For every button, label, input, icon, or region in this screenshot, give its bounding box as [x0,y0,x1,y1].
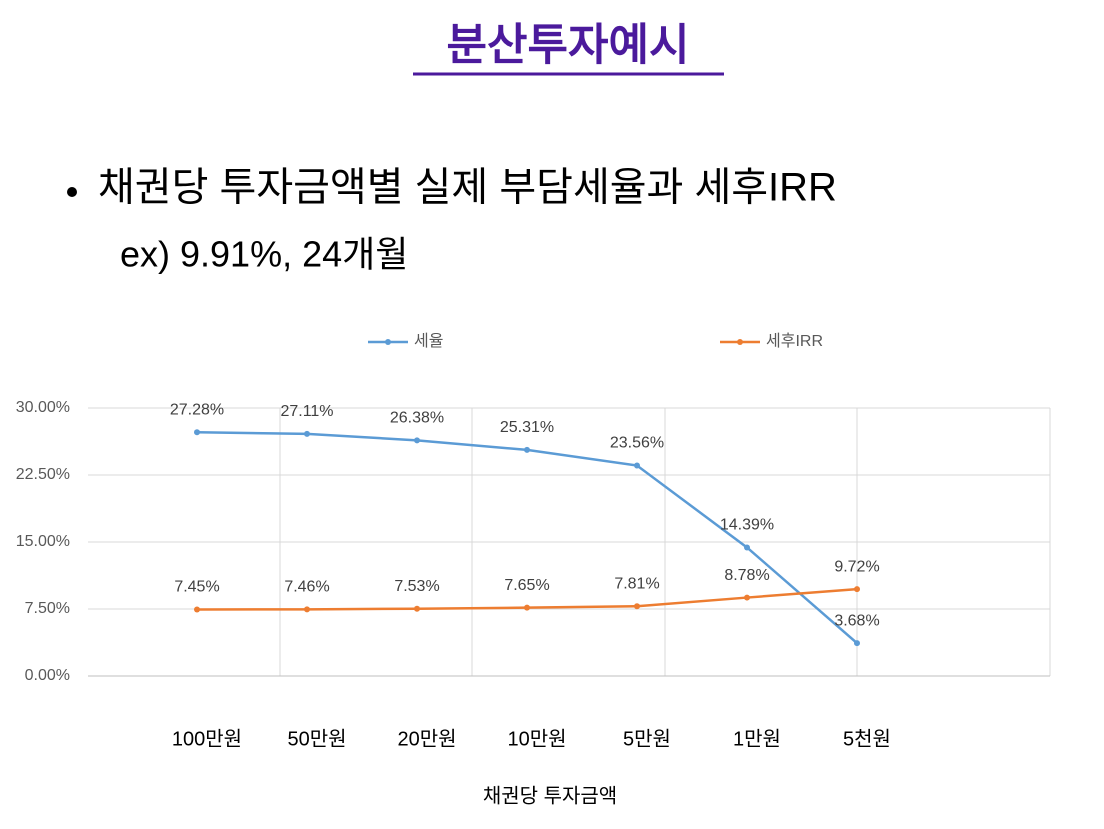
data-point [194,429,200,436]
data-label: 7.65% [504,577,549,594]
data-label: 26.38% [390,410,444,427]
data-point [854,640,860,647]
x-tick-label: 100만원 [172,727,242,750]
data-point [194,606,200,613]
x-tick-label: 1만원 [733,727,781,750]
bullet-dot [67,187,77,197]
x-axis-title: 채권당 투자금액 [483,784,617,807]
series-line [196,431,858,645]
x-tick-label: 5천원 [843,727,891,750]
data-label: 7.45% [174,579,219,596]
y-tick-label: 15.00% [16,533,70,550]
bullet-text: 채권당 투자금액별 실제 부담세율과 세후IRR [98,166,837,210]
y-tick-label: 30.00% [16,399,70,416]
legend-label: 세후IRR [766,332,823,350]
data-label: 27.11% [280,403,333,420]
data-label: 27.28% [170,402,224,419]
data-label: 25.31% [500,419,554,436]
data-label: 3.68% [834,612,879,629]
data-point [634,603,640,610]
legend-marker [737,339,743,345]
x-tick-label: 5만원 [623,727,671,750]
data-label: 9.72% [834,558,879,575]
legend-label: 세율 [414,332,443,350]
y-tick-label: 0.00% [25,667,70,684]
x-tick-label: 10만원 [507,727,566,750]
data-label: 7.81% [614,575,659,592]
data-label: 8.78% [724,567,769,584]
data-point [304,606,310,613]
data-point [414,437,420,444]
data-point [414,605,420,612]
data-point [524,604,530,611]
x-tick-label: 50만원 [287,727,346,750]
y-tick-label: 7.50% [25,600,70,617]
data-point [524,446,530,453]
data-point [744,594,750,601]
x-tick-label: 20만원 [397,727,456,750]
sub-text: ex) 9.91%, 24개월 [120,234,408,275]
data-point [634,462,640,469]
y-tick-label: 22.50% [16,466,70,483]
data-point [854,586,860,593]
data-label: 7.53% [394,578,439,595]
slide-title: 분산투자예시 [447,21,690,70]
data-label: 23.56% [610,435,664,452]
data-point [744,544,750,551]
data-label: 14.39% [720,517,774,534]
data-label: 7.46% [284,579,329,596]
legend-marker [385,339,391,345]
data-point [304,430,310,437]
